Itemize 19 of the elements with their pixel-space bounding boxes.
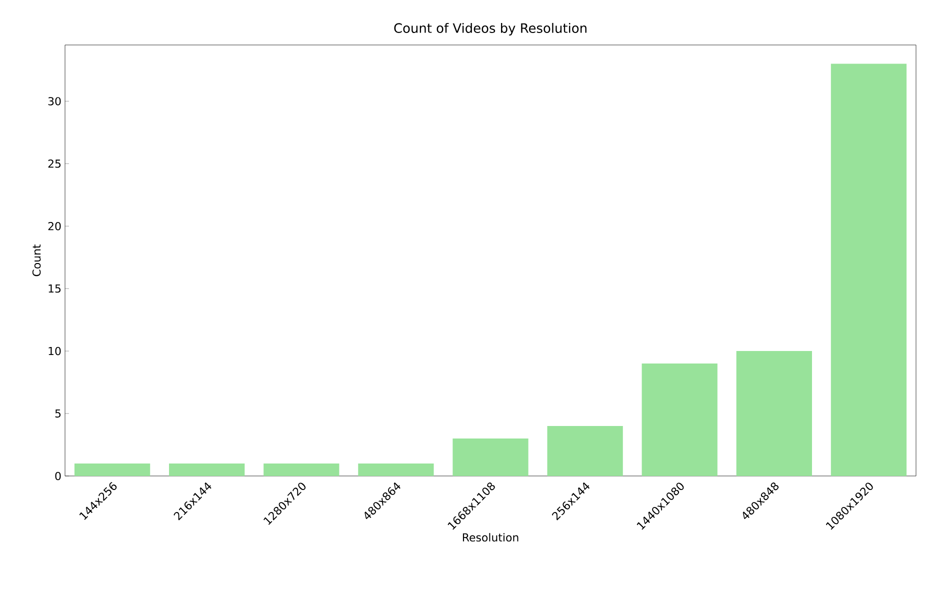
bar (74, 463, 150, 476)
y-tick-label: 5 (55, 409, 61, 418)
bar (547, 426, 623, 476)
y-tick-label: 20 (48, 222, 61, 230)
y-tick-label: 25 (48, 160, 61, 168)
bar (736, 351, 812, 476)
x-axis-title: Resolution (462, 533, 518, 542)
bar (452, 438, 528, 476)
chart-title: Count of Videos by Resolution (394, 22, 586, 36)
y-tick-label: 30 (48, 97, 61, 106)
y-tick-label: 15 (48, 284, 61, 293)
bar (642, 364, 718, 476)
bar (264, 463, 340, 476)
y-tick-label: 0 (55, 472, 61, 480)
bar (830, 64, 907, 476)
bar (358, 463, 434, 476)
y-tick-label: 10 (48, 346, 61, 356)
bar (169, 463, 245, 476)
y-axis-title: Count (32, 244, 41, 276)
